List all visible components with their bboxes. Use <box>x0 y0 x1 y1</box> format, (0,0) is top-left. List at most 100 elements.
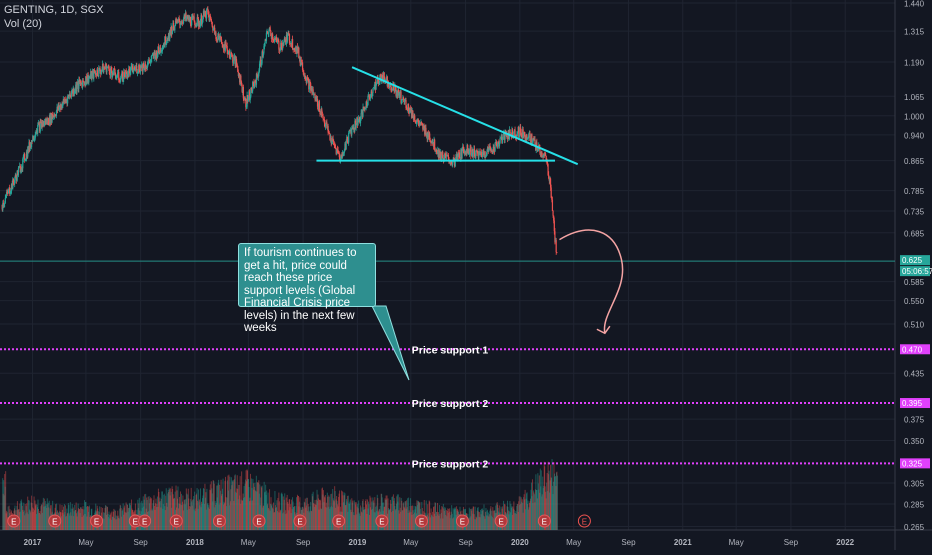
volume-bar <box>316 489 318 530</box>
volume-bar <box>331 507 333 530</box>
volume-bar <box>454 507 456 530</box>
analysis-callout[interactable]: If tourism continues to get a hit, price… <box>238 243 376 334</box>
volume-bar <box>20 499 22 530</box>
volume-bar <box>469 508 471 530</box>
volume-bar <box>344 505 346 530</box>
volume-bar <box>369 495 371 530</box>
volume-bar <box>531 479 533 530</box>
volume-bar <box>529 501 531 530</box>
volume-bar <box>414 509 416 530</box>
volume-bar <box>439 514 441 530</box>
volume-bar <box>540 470 542 530</box>
candle-body <box>384 77 386 82</box>
volume-bar <box>210 481 212 530</box>
volume-bar <box>106 514 108 530</box>
volume-bar <box>530 482 532 530</box>
candle-body <box>553 220 555 232</box>
volume-bar <box>259 484 261 530</box>
candle-body <box>541 156 544 158</box>
volume-bar <box>482 510 484 530</box>
volume-bar <box>247 479 249 530</box>
candle-body <box>128 68 130 71</box>
candle-body <box>311 89 314 93</box>
candle-body <box>35 130 38 134</box>
volume-bar <box>370 509 372 530</box>
candle-body <box>209 15 211 21</box>
volume-bar <box>258 480 260 530</box>
candle-body <box>197 17 199 19</box>
candle-body <box>536 147 539 151</box>
volume-bar <box>526 492 528 530</box>
volume-bar <box>81 517 83 530</box>
volume-bar <box>425 500 427 530</box>
candle-body <box>31 140 33 142</box>
current-price-tag: 0.625 <box>902 256 923 265</box>
volume-bar <box>154 509 156 530</box>
volume-bar <box>352 512 354 530</box>
volume-bar <box>251 500 253 530</box>
volume-bar <box>304 502 306 530</box>
candle-body <box>83 82 86 84</box>
candle-body <box>549 178 552 188</box>
volume-bar <box>483 516 485 530</box>
volume-bar <box>125 512 127 530</box>
candle-body <box>13 182 15 184</box>
current-price-tag-bg <box>900 255 930 266</box>
volume-bar <box>523 497 525 530</box>
volume-bar <box>556 475 558 530</box>
candle-body <box>62 104 64 109</box>
volume-bar <box>159 497 161 530</box>
candle-body <box>385 80 387 82</box>
volume-bar <box>304 498 306 530</box>
earnings-marker <box>332 514 346 528</box>
volume-bar <box>201 503 203 530</box>
candle-body <box>217 33 220 36</box>
volume-bar <box>552 485 554 530</box>
candle-body <box>346 136 348 142</box>
candle-body <box>373 87 375 89</box>
volume-bar <box>217 483 219 530</box>
candle-body <box>93 69 95 79</box>
volume-bar <box>470 508 472 530</box>
candle-body <box>312 89 314 96</box>
candle-body <box>285 39 287 45</box>
candle-body <box>186 16 188 19</box>
volume-bar <box>39 511 41 530</box>
volume-bar <box>224 480 226 530</box>
y-tick-label: 0.510 <box>904 321 925 330</box>
candle-body <box>318 101 320 112</box>
candle-body <box>364 107 366 109</box>
candle-body <box>57 106 59 111</box>
x-tick-label: May <box>729 538 744 547</box>
candle-body <box>165 43 167 45</box>
candle-body <box>351 127 353 135</box>
candle-body <box>206 9 208 19</box>
candle-body <box>421 123 423 125</box>
volume-bar <box>170 488 172 530</box>
volume-bar <box>393 498 395 530</box>
volume-bar <box>314 499 316 530</box>
earnings-marker-label: E <box>336 518 341 527</box>
earnings-marker-label: E <box>133 518 138 527</box>
volume-bar <box>554 476 556 530</box>
volume-bar <box>208 505 210 530</box>
candle-body <box>500 137 502 139</box>
support3-price-tag: 0.325 <box>902 459 923 468</box>
volume-bar <box>402 503 404 530</box>
volume-bar <box>541 496 543 530</box>
volume-bar <box>121 516 123 530</box>
candle-body <box>359 119 362 124</box>
volume-bar <box>269 510 271 530</box>
volume-bar <box>200 507 202 530</box>
candle-body <box>17 170 19 176</box>
candle-body <box>528 133 530 138</box>
volume-bar <box>146 499 148 530</box>
volume-bar <box>244 483 246 530</box>
volume-bar <box>75 510 77 530</box>
volume-bar <box>291 509 293 530</box>
candle-body <box>220 36 222 40</box>
volume-bar <box>22 511 24 530</box>
volume-indicator-label[interactable]: Vol (20) <box>4 18 42 30</box>
